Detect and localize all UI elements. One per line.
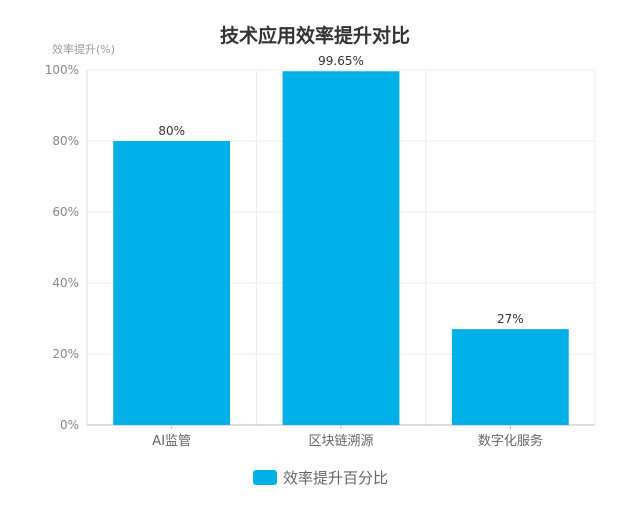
bar xyxy=(282,71,400,426)
x-tick-label: AI监管 xyxy=(152,434,191,449)
legend[interactable]: 效率提升百分比 xyxy=(253,469,388,487)
legend-label: 效率提升百分比 xyxy=(283,469,388,487)
x-tick-label: 数字化服务 xyxy=(478,433,543,449)
data-label: 80% xyxy=(158,124,185,138)
y-tick-label: 60% xyxy=(52,205,79,219)
bar xyxy=(451,329,569,425)
legend-swatch xyxy=(253,470,277,485)
data-label: 27% xyxy=(497,312,524,326)
bar-layer xyxy=(113,71,569,426)
y-tick-label: 40% xyxy=(52,276,79,290)
bar xyxy=(113,141,231,425)
chart-title: 技术应用效率提升对比 xyxy=(220,24,410,47)
y-tick-label: 0% xyxy=(60,418,79,432)
y-tick-label: 100% xyxy=(45,63,79,77)
data-label: 99.65% xyxy=(318,54,364,68)
y-tick-label: 80% xyxy=(52,134,79,148)
y-axis-label: 效率提升(%) xyxy=(52,42,115,56)
x-tick-label: 区块链溯源 xyxy=(308,433,373,449)
y-tick-label: 20% xyxy=(52,347,79,361)
label-layer: 80% AI监管 99.65% 区块链溯源 27% 数字化服务 xyxy=(152,54,543,449)
